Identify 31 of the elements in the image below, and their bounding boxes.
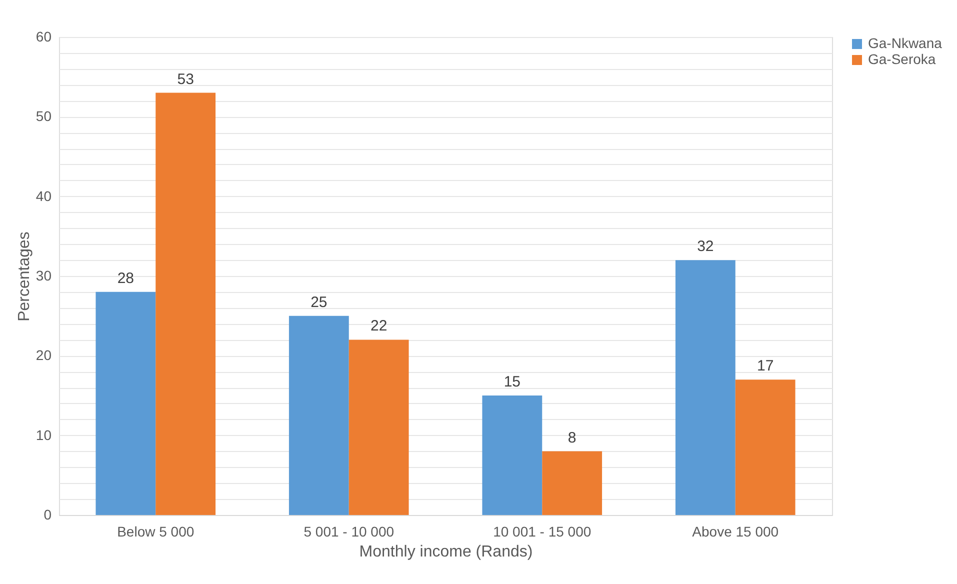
bar — [542, 451, 602, 515]
bar — [482, 396, 542, 515]
y-tick-label: 0 — [44, 506, 52, 522]
bar — [96, 292, 156, 515]
x-tick-label: 10 001 - 15 000 — [493, 524, 592, 540]
bar — [735, 380, 796, 515]
x-tick-label: 5 001 - 10 000 — [304, 524, 394, 540]
data-label: 32 — [697, 238, 714, 256]
data-label: 17 — [756, 358, 774, 375]
legend-label: Ga-Seroka — [868, 51, 936, 67]
data-label: 8 — [568, 429, 576, 446]
y-tick-label: 60 — [36, 28, 52, 44]
y-tick-label: 20 — [36, 347, 52, 364]
x-tick-label: Below 5 000 — [117, 524, 194, 540]
bar — [675, 260, 736, 515]
data-label: 15 — [504, 374, 521, 390]
y-tick-label: 10 — [36, 426, 52, 443]
data-label: 53 — [177, 70, 194, 88]
y-tick-label: 30 — [36, 268, 52, 284]
y-tick-label: 40 — [36, 188, 52, 204]
data-label: 28 — [117, 270, 134, 287]
x-tick-label: Above 15 000 — [692, 524, 779, 540]
data-label: 22 — [370, 318, 388, 335]
y-axis-title: Percentages — [16, 232, 33, 322]
legend-label: Ga-Nkwana — [868, 35, 942, 51]
y-tick-label: 50 — [36, 108, 52, 124]
bar — [288, 316, 349, 515]
data-label: 25 — [310, 294, 328, 311]
bar — [156, 92, 216, 515]
x-axis-title: Monthly income (Rands) — [359, 544, 533, 560]
bar — [348, 340, 409, 515]
